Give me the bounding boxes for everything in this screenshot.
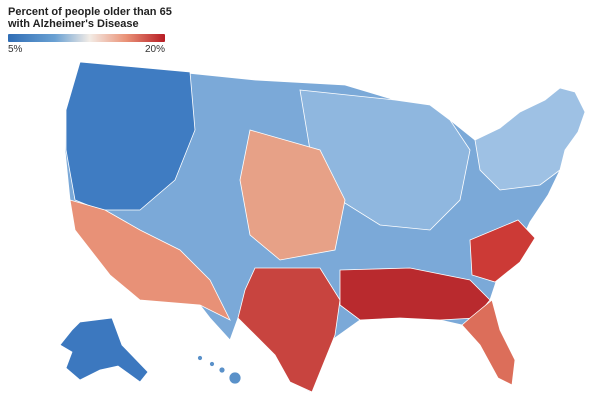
region-carolinas [469,219,536,283]
legend-min-label: 5% [8,44,23,55]
region-northwest [65,61,196,211]
legend-max-label: 20% [144,44,165,55]
region-great-plains [239,129,346,261]
legend: Percent of people older than 65 with Alz… [8,6,178,56]
legend-labels: 5% 20% [8,44,165,56]
region-alaska [59,317,149,383]
legend-title: Percent of people older than 65 with Alz… [8,6,172,30]
region-hawaii [197,355,242,385]
region-deep-south [339,267,491,321]
region-florida [461,299,516,386]
region-northeast [474,87,586,191]
region-texas [237,267,341,393]
legend-color-scale [8,34,165,42]
region-southwest [69,199,231,321]
